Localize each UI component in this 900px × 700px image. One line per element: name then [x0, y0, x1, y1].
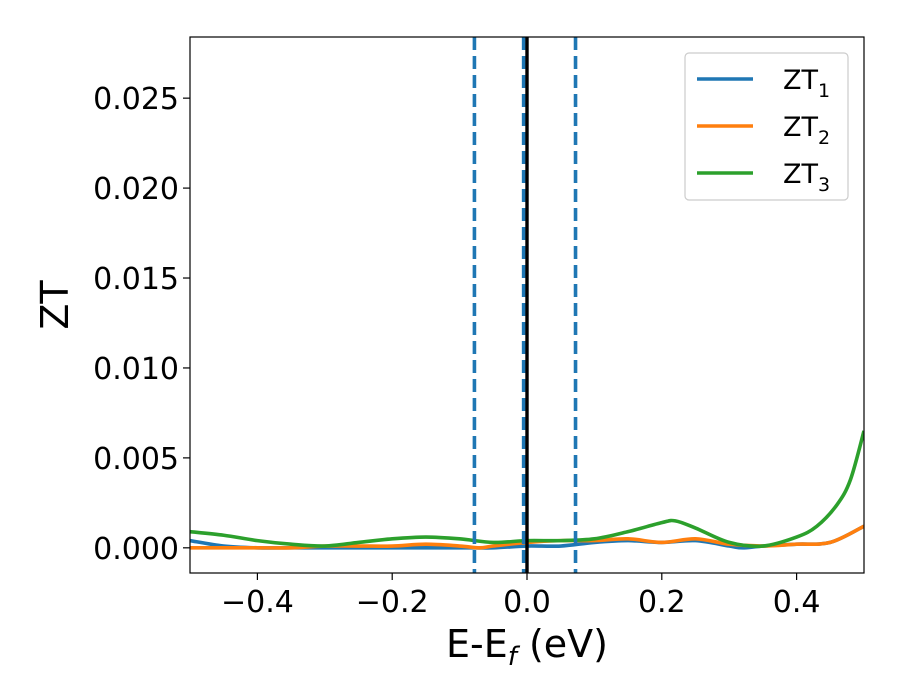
- y-tick-label: 0.010: [93, 352, 179, 387]
- axes: −0.4 −0.2 0.0 0.2 0.4 0.000 0.005 0.010 0.015 0.0…: [93, 36, 865, 620]
- y-tick-label: 0.025: [93, 82, 179, 117]
- x-tick-label: −0.4: [221, 585, 294, 620]
- y-tick-label: 0.015: [93, 262, 179, 297]
- plot-area: [190, 37, 864, 573]
- x-axis-label: E-Ef (eV): [446, 622, 608, 672]
- x-tick-label: 0.0: [503, 585, 551, 620]
- legend-box: [684, 52, 849, 201]
- x-tick-label: 0.4: [773, 585, 821, 620]
- y-axis-label: ZT: [33, 280, 77, 330]
- x-tick-label: −0.2: [356, 585, 429, 620]
- y-tick-label: 0.000: [93, 532, 179, 567]
- x-axis-label-unit: (eV): [517, 622, 608, 666]
- legend: ZT1 ZT2 ZT3: [684, 52, 849, 201]
- legend-label-zt3: ZT3: [783, 159, 830, 196]
- y-tick-label: 0.005: [93, 442, 179, 477]
- legend-label-zt2: ZT2: [783, 112, 830, 149]
- series-line-zt3: [190, 430, 864, 549]
- x-tick-label: 0.2: [638, 585, 686, 620]
- legend-label-zt1: ZT1: [783, 65, 830, 102]
- y-tick-label: 0.020: [93, 172, 179, 207]
